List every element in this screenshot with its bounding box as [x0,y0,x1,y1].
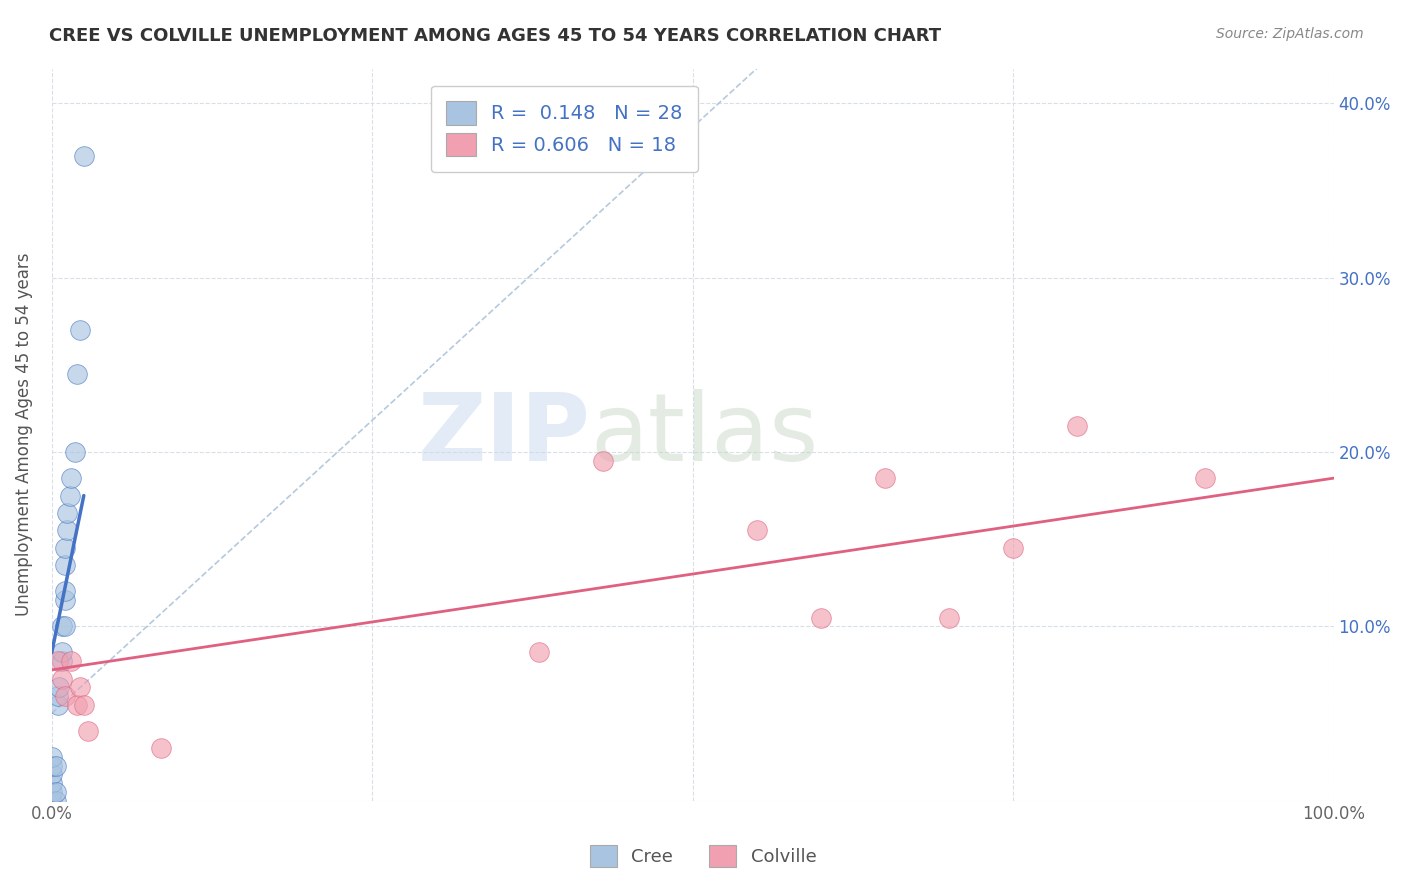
Point [69,681,91,695]
Point [46,689,69,703]
Point [56,506,79,520]
Point [810,610,832,624]
Text: Source: ZipAtlas.com: Source: ZipAtlas.com [1216,27,1364,41]
Point [63,445,86,459]
Point [1194,471,1216,485]
Point [45,794,67,808]
Point [46,654,69,668]
Text: CREE VS COLVILLE UNEMPLOYMENT AMONG AGES 45 TO 54 YEARS CORRELATION CHART: CREE VS COLVILLE UNEMPLOYMENT AMONG AGES… [49,27,942,45]
Point [48,681,70,695]
Point [41,776,63,790]
Legend: Cree, Colville: Cree, Colville [582,838,824,874]
Point [51,654,73,668]
Point [53,593,76,607]
Point [76,723,98,738]
Point [149,741,172,756]
Point [1066,418,1088,433]
Point [41,794,63,808]
Point [56,524,79,538]
Point [51,645,73,659]
Point [938,610,960,624]
Point [59,489,82,503]
Point [45,758,67,772]
Point [527,645,550,659]
Point [51,619,73,633]
Point [66,367,89,381]
Point [53,619,76,633]
Point [73,698,96,712]
Point [592,453,614,467]
Point [873,471,896,485]
Point [53,584,76,599]
Point [41,750,63,764]
Point [53,541,76,555]
Point [41,785,63,799]
Y-axis label: Unemployment Among Ages 45 to 54 years: Unemployment Among Ages 45 to 54 years [15,252,32,616]
Point [59,654,82,668]
Point [46,698,69,712]
Point [45,785,67,799]
Legend: R =  0.148   N = 28, R = 0.606   N = 18: R = 0.148 N = 28, R = 0.606 N = 18 [430,86,699,172]
Point [73,149,96,163]
Point [53,689,76,703]
Point [53,558,76,573]
Text: atlas: atlas [591,389,818,481]
Point [69,323,91,337]
Point [51,672,73,686]
Point [41,767,63,781]
Point [1002,541,1025,555]
Point [745,524,768,538]
Point [59,471,82,485]
Text: ZIP: ZIP [418,389,591,481]
Point [41,758,63,772]
Point [66,698,89,712]
